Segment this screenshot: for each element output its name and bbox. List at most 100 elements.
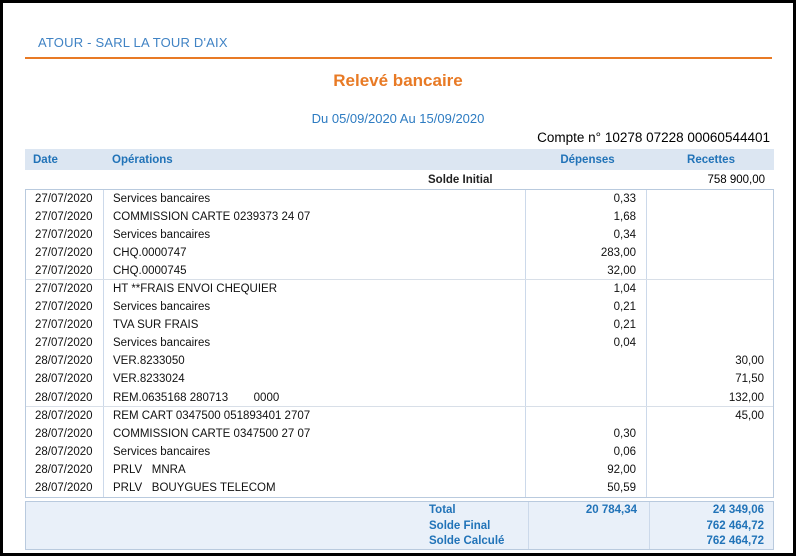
row-operation: Services bancaires [104,334,526,353]
column-header-depenses: Dépenses [560,153,615,166]
report-page: ATOUR - SARL LA TOUR D'AIX Relevé bancai… [3,3,793,553]
table-body: 27/07/2020 Services bancaires 0,33 27/07… [25,189,774,498]
row-operation: COMMISSION CARTE 0347500 27 07 [104,424,526,443]
solde-calcule-row: Solde Calculé 762 464,72 [26,534,773,550]
row-operation: PRLV BOUYGUES TELECOM [104,478,526,497]
table-footer: Total 20 784,34 24 349,06 Solde Final 76… [25,501,774,550]
row-operation: REM CART 0347500 051893401 2707 [104,406,526,425]
row-recettes [647,334,773,352]
solde-calcule-recettes: 762 464,72 [706,535,764,548]
header-rule [25,57,772,59]
row-recettes [647,425,773,443]
solde-initial-value: 758 900,00 [707,173,765,186]
solde-calcule-depenses [526,534,647,550]
row-depenses: 1,04 [526,280,647,299]
table-header: Date Opérations Dépenses Recettes [25,149,774,170]
row-depenses: 50,59 [526,478,647,497]
row-depenses: 92,00 [526,460,647,479]
row-date: 27/07/2020 [26,244,104,263]
row-operation: CHQ.0000747 [104,244,526,263]
table-row: 27/07/2020 HT **FRAIS ENVOI CHEQUIER 1,0… [26,280,773,299]
row-operation: VER.8233050 [104,352,526,371]
table-row: 27/07/2020 TVA SUR FRAIS 0,21 [26,316,773,335]
row-date: 28/07/2020 [26,424,104,443]
row-recettes: 71,50 [735,373,764,386]
row-depenses [526,406,647,425]
column-header-date: Date [33,153,58,166]
solde-final-depenses [526,519,647,535]
row-recettes [647,479,773,497]
row-depenses [526,352,647,371]
solde-calcule-label: Solde Calculé [429,535,505,548]
row-date: 28/07/2020 [26,352,104,371]
row-operation: VER.8233024 [104,370,526,389]
row-recettes: 132,00 [728,391,764,404]
total-row: Total 20 784,34 24 349,06 [26,503,773,519]
row-recettes [647,280,773,298]
row-date: 27/07/2020 [26,280,104,299]
table-row: 27/07/2020 Services bancaires 0,04 [26,334,773,353]
row-date: 27/07/2020 [26,262,104,280]
account-number: Compte n° 10278 07228 00060544401 [537,130,770,145]
row-operation: Services bancaires [104,190,526,209]
row-date: 28/07/2020 [26,370,104,389]
solde-final-label: Solde Final [429,519,491,532]
row-depenses: 1,68 [526,208,647,227]
row-recettes [647,298,773,316]
row-date: 27/07/2020 [26,298,104,317]
table-row: 28/07/2020 PRLV BOUYGUES TELECOM 50,59 [26,478,773,497]
table-row: 28/07/2020 PRLV MNRA 92,00 [26,460,773,479]
row-recettes: 45,00 [735,409,764,422]
table-row: 27/07/2020 CHQ.0000745 32,00 [26,262,773,281]
table-row: 27/07/2020 COMMISSION CARTE 0239373 24 0… [26,208,773,227]
table-row: 28/07/2020 Services bancaires 0,06 [26,442,773,461]
total-label: Total [429,504,456,516]
row-depenses [526,388,647,406]
total-recettes: 24 349,06 [712,504,764,516]
row-recettes [647,316,773,334]
table-row: 28/07/2020 REM.0635168 280713 0000 132,0… [26,388,773,407]
row-date: 28/07/2020 [26,406,104,425]
row-depenses: 0,33 [526,190,647,209]
table-row: 28/07/2020 VER.8233050 30,00 [26,352,773,371]
report-title: Relevé bancaire [333,71,463,90]
column-header-operations: Opérations [112,153,173,166]
solde-initial-label: Solde Initial [428,173,493,186]
row-date: 27/07/2020 [26,226,104,245]
row-recettes [647,461,773,479]
row-operation: PRLV MNRA [104,460,526,479]
table-row: 28/07/2020 VER.8233024 71,50 [26,370,773,389]
row-recettes [647,208,773,226]
row-depenses: 0,30 [526,424,647,443]
row-recettes [647,262,773,279]
row-recettes [647,190,773,208]
table-row: 27/07/2020 Services bancaires 0,33 [26,190,773,209]
report-period: Du 05/09/2020 Au 15/09/2020 [311,111,485,126]
row-date: 28/07/2020 [26,478,104,497]
solde-final-recettes: 762 464,72 [706,519,764,532]
row-date: 28/07/2020 [26,388,104,406]
row-date: 27/07/2020 [26,190,104,209]
row-depenses: 0,06 [526,442,647,461]
footer-column-divider [528,502,529,549]
row-operation: Services bancaires [104,442,526,461]
table-row: 27/07/2020 Services bancaires 0,34 [26,226,773,245]
column-header-recettes: Recettes [687,153,735,166]
row-depenses [526,370,647,389]
row-depenses: 0,34 [526,226,647,245]
row-depenses: 0,21 [526,316,647,335]
solde-initial-row: Solde Initial 758 900,00 [25,170,774,189]
row-date: 27/07/2020 [26,208,104,227]
total-depenses: 20 784,34 [585,504,637,516]
row-date: 28/07/2020 [26,442,104,461]
row-operation: REM.0635168 280713 0000 [104,388,526,406]
row-recettes [647,443,773,461]
table-row: 27/07/2020 CHQ.0000747 283,00 [26,244,773,263]
row-depenses: 0,04 [526,334,647,353]
row-operation: HT **FRAIS ENVOI CHEQUIER [104,280,526,299]
company-name: ATOUR - SARL LA TOUR D'AIX [38,35,228,50]
row-recettes: 30,00 [735,355,764,368]
table-row: 28/07/2020 COMMISSION CARTE 0347500 27 0… [26,424,773,443]
row-depenses: 283,00 [526,244,647,263]
